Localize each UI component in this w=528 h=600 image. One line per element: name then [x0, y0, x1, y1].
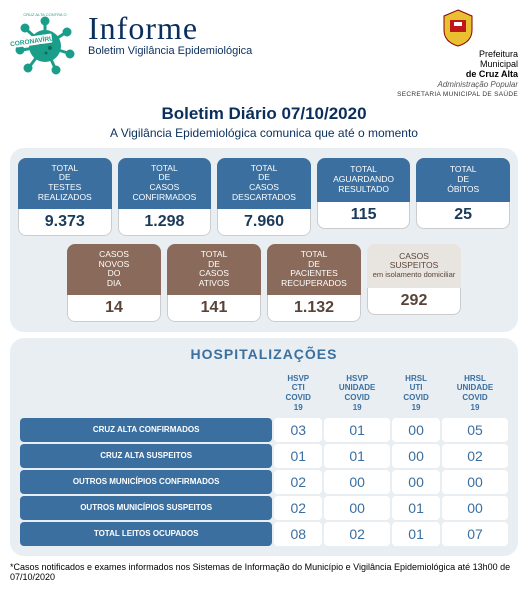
- table-header: HRSLUNIDADECOVID19: [442, 370, 508, 416]
- row-header: CRUZ ALTA SUSPEITOS: [20, 444, 272, 468]
- stat-card: TOTALDEÓBITOS25: [416, 158, 510, 236]
- stats-row-1: TOTALDETESTESREALIZADOS9.373TOTALDECASOS…: [18, 158, 510, 236]
- table-header: HSVPCTICOVID19: [274, 370, 322, 416]
- table-cell: 01: [324, 418, 390, 442]
- table-cell: 00: [392, 444, 440, 468]
- table-row: CRUZ ALTA SUSPEITOS01010002: [20, 444, 508, 468]
- table-row: OUTROS MUNICÍPIOS SUSPEITOS02000100: [20, 496, 508, 520]
- table-cell: 02: [442, 444, 508, 468]
- table-cell: 05: [442, 418, 508, 442]
- prefeitura-block: Prefeitura Municipal de Cruz Alta Admini…: [397, 8, 518, 98]
- stats-container: TOTALDETESTESREALIZADOS9.373TOTALDECASOS…: [10, 148, 518, 332]
- hospitalizations-panel: HOSPITALIZAÇÕES HSVPCTICOVID19HSVPUNIDAD…: [10, 338, 518, 556]
- table-header: [20, 370, 272, 416]
- table-cell: 00: [324, 496, 390, 520]
- stat-card: TOTALDECASOSATIVOS141: [167, 244, 261, 322]
- table-cell: 00: [442, 470, 508, 494]
- table-cell: 07: [442, 522, 508, 546]
- table-cell: 00: [442, 496, 508, 520]
- table-row: OUTROS MUNICÍPIOS CONFIRMADOS02000000: [20, 470, 508, 494]
- informe-subtitle: Boletim Vigilância Epidemiológica: [88, 45, 389, 57]
- crest-icon: [440, 8, 476, 48]
- stat-card: TOTALDETESTESREALIZADOS9.373: [18, 158, 112, 236]
- table-cell: 00: [324, 470, 390, 494]
- stat-card: CASOSNOVOSDODIA14: [67, 244, 161, 322]
- footnote: *Casos notificados e exames informados n…: [10, 560, 518, 584]
- table-cell: 02: [274, 470, 322, 494]
- hospitalizations-table: HSVPCTICOVID19HSVPUNIDADECOVID19HRSLUTIC…: [18, 368, 510, 548]
- table-cell: 00: [392, 418, 440, 442]
- table-row: CRUZ ALTA CONFIRMADOS03010005: [20, 418, 508, 442]
- table-cell: 01: [324, 444, 390, 468]
- row-header: CRUZ ALTA CONFIRMADOS: [20, 418, 272, 442]
- row-header: OUTROS MUNICÍPIOS SUSPEITOS: [20, 496, 272, 520]
- stat-card: CASOSSUSPEITOSem isolamento domiciliar29…: [367, 244, 461, 322]
- stat-card: TOTALDEPACIENTESRECUPERADOS1.132: [267, 244, 361, 322]
- table-row: TOTAL LEITOS OCUPADOS08020107: [20, 522, 508, 546]
- stat-card: TOTALAGUARDANDORESULTADO115: [317, 158, 411, 236]
- bulletin-title: Boletim Diário 07/10/2020: [10, 104, 518, 124]
- svg-text:CRUZ ALTA CONTRA O: CRUZ ALTA CONTRA O: [23, 12, 66, 17]
- table-header: HSVPUNIDADECOVID19: [324, 370, 390, 416]
- header: CRUZ ALTA CONTRA O CORONAVÍRUS Informe B…: [10, 8, 518, 98]
- table-cell: 08: [274, 522, 322, 546]
- stats-row-2: CASOSNOVOSDODIA14TOTALDECASOSATIVOS141TO…: [18, 244, 510, 322]
- informe-title: Informe: [88, 10, 389, 47]
- stat-card: TOTALDECASOSCONFIRMADOS1.298: [118, 158, 212, 236]
- table-cell: 01: [392, 522, 440, 546]
- row-header: TOTAL LEITOS OCUPADOS: [20, 522, 272, 546]
- hospitalizations-title: HOSPITALIZAÇÕES: [18, 346, 510, 362]
- table-cell: 00: [392, 470, 440, 494]
- row-header: OUTROS MUNICÍPIOS CONFIRMADOS: [20, 470, 272, 494]
- table-cell: 02: [274, 496, 322, 520]
- table-header: HRSLUTICOVID19: [392, 370, 440, 416]
- bulletin-subtitle: A Vigilância Epidemiológica comunica que…: [10, 126, 518, 140]
- coronavirus-icon: CRUZ ALTA CONTRA O CORONAVÍRUS: [10, 8, 80, 78]
- table-cell: 03: [274, 418, 322, 442]
- stat-card: TOTALDECASOSDESCARTADOS7.960: [217, 158, 311, 236]
- table-cell: 02: [324, 522, 390, 546]
- table-cell: 01: [274, 444, 322, 468]
- table-cell: 01: [392, 496, 440, 520]
